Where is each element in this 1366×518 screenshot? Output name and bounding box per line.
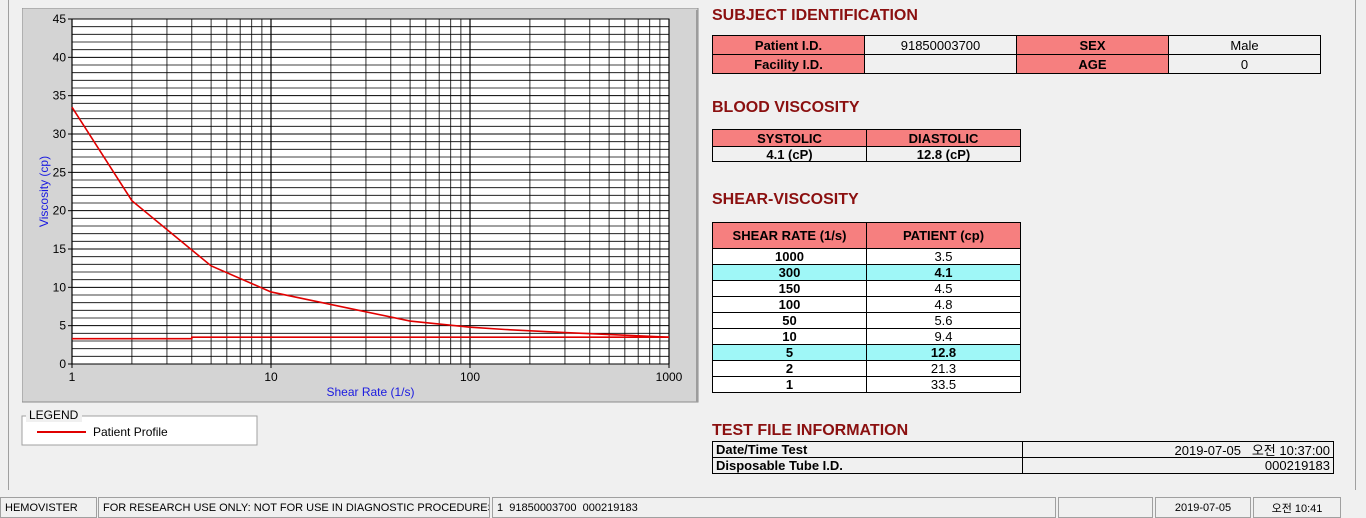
y-tick-label: 35 [53,89,67,103]
table-cell: 9.4 [866,328,1021,345]
chart: 0 5 10 15 20 25 30 35 40 45 1 10 100 1000 Shear Rate (… [22,8,699,403]
table-cell: 4.1 [866,264,1021,281]
table-cell: 2 [712,360,867,377]
table-cell: 300 [712,264,867,281]
field-value: 91850003700 [864,35,1017,55]
y-tick-label: 0 [59,357,66,371]
plot-border [71,18,670,365]
field-label: AGE [1016,54,1169,74]
table-cell: 1000 [712,248,867,265]
table-cell: 3.5 [866,248,1021,265]
y-tick-label: 10 [53,280,67,294]
data-line [71,106,670,338]
status-text: 2019-07-05 [1155,497,1251,518]
field-value: 000219183 [1022,457,1334,474]
column-header: SHEAR RATE (1/s) [712,222,867,249]
table-cell: 21.3 [866,360,1021,377]
table-cell: 100 [712,296,867,313]
y-tick-label: 30 [53,127,67,141]
data-line [72,336,669,340]
divider [1355,0,1356,490]
table-cell: 5 [712,344,867,361]
status-text: 1 91850003700 000219183 [492,497,1056,518]
column-header: DIASTOLIC [866,129,1021,147]
table-cell: 50 [712,312,867,329]
section-title: TEST FILE INFORMATION [712,422,909,439]
section-title: SHEAR-VISCOSITY [712,191,859,208]
legend-entry: Patient Profile [93,425,168,439]
status-text: HEMOVISTER [0,497,97,518]
cell-value: 4.1 (cP) [712,146,867,162]
field-label: Date/Time Test [712,441,1023,458]
field-label: SEX [1016,35,1169,55]
legend-title-bg [26,408,82,422]
x-axis-label: Shear Rate (1/s) [326,385,414,399]
table-cell: 1 [712,376,867,393]
y-tick-label: 5 [59,319,66,333]
field-value: Male [1168,35,1321,55]
field-value: 2019-07-05 오전 10:37:00 [1022,441,1334,458]
field-value: 0 [1168,54,1321,74]
table-cell: 33.5 [866,376,1021,393]
x-tick-label: 1000 [656,370,683,384]
field-label: Facility I.D. [712,54,865,74]
plot-area [72,19,669,364]
y-tick-label: 20 [53,204,67,218]
y-tick-label: 45 [53,12,67,26]
legend: LEGEND Patient Profile [21,408,258,446]
cell-value: 12.8 (cP) [866,146,1021,162]
column-header: PATIENT (cp) [866,222,1021,249]
status-text: FOR RESEARCH USE ONLY: NOT FOR USE IN DI… [98,497,490,518]
section-title: BLOOD VISCOSITY [712,99,860,116]
field-label: Patient I.D. [712,35,865,55]
section-title: SUBJECT IDENTIFICATION [712,7,918,24]
table-cell: 5.6 [866,312,1021,329]
y-tick-label: 40 [53,50,67,64]
field-label: Disposable Tube I.D. [712,457,1023,474]
y-tick-label: 25 [53,165,67,179]
status-text: 오전 10:41 [1253,497,1341,518]
table-cell: 10 [712,328,867,345]
field-value [864,54,1017,74]
x-tick-label: 10 [264,370,278,384]
x-tick-label: 1 [69,370,76,384]
table-cell: 12.8 [866,344,1021,361]
column-header: SYSTOLIC [712,129,867,147]
chart-frame-shadow [696,10,698,402]
table-cell: 150 [712,280,867,297]
table-cell: 4.8 [866,296,1021,313]
legend-title: LEGEND [29,408,79,422]
y-tick-label: 15 [53,242,67,256]
y-axis-label: Viscosity (cp) [37,156,51,227]
x-tick-label: 100 [460,370,480,384]
divider [8,0,9,490]
table-cell: 4.5 [866,280,1021,297]
status-segment [1058,497,1153,518]
